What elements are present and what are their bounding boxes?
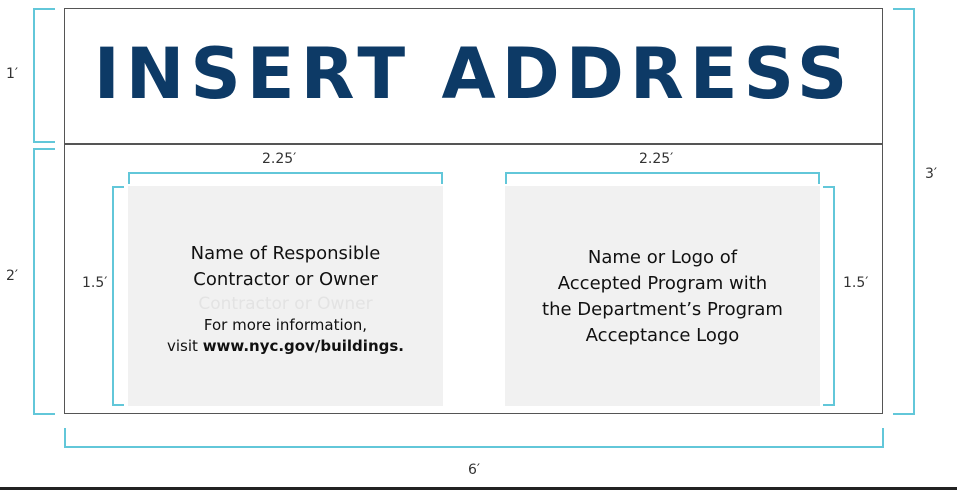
total-height-bracket [893, 8, 915, 415]
left-panel-height-label: 1.5′ [82, 275, 108, 291]
right-panel [505, 186, 820, 406]
sign-divider [64, 143, 883, 145]
left-panel-info-line2: visit www.nyc.gov/buildings. [128, 336, 443, 356]
left-panel-line2: Contractor or Owner [193, 269, 378, 290]
top-height-bracket [33, 8, 55, 143]
right-panel-line2: Accepted Program with [557, 273, 768, 294]
left-panel-width-label: 2.25′ [262, 151, 297, 167]
left-panel [128, 186, 443, 406]
top-height-label: 1′ [6, 66, 19, 82]
left-panel-info-line1: For more information, [203, 316, 368, 334]
left-panel-width-bracket [128, 172, 443, 184]
right-panel-line3: the Department’s Program [542, 299, 783, 320]
right-panel-height-bracket [823, 186, 835, 406]
left-panel-info-url: www.nyc.gov/buildings. [202, 337, 404, 355]
right-panel-height-label: 1.5′ [843, 275, 869, 291]
total-height-label: 3′ [925, 166, 938, 182]
right-panel-line1: Name or Logo of [587, 247, 738, 268]
left-panel-info-prefix: visit [167, 337, 203, 355]
left-panel-line1: Name of Responsible [190, 243, 381, 264]
right-panel-width-label: 2.25′ [639, 151, 674, 167]
left-panel-height-bracket [112, 186, 124, 406]
bottom-height-label: 2′ [6, 268, 19, 284]
left-panel-ghost-text: Contractor or Owner [198, 294, 373, 314]
total-width-label: 6′ [468, 462, 481, 478]
total-width-bracket [64, 428, 884, 448]
address-title: INSERT ADDRESS [93, 33, 854, 115]
right-panel-line4: Acceptance Logo [585, 325, 740, 346]
right-panel-width-bracket [505, 172, 820, 184]
sign-outline [64, 8, 883, 414]
bottom-rule [0, 487, 957, 490]
bottom-height-bracket [33, 148, 55, 415]
